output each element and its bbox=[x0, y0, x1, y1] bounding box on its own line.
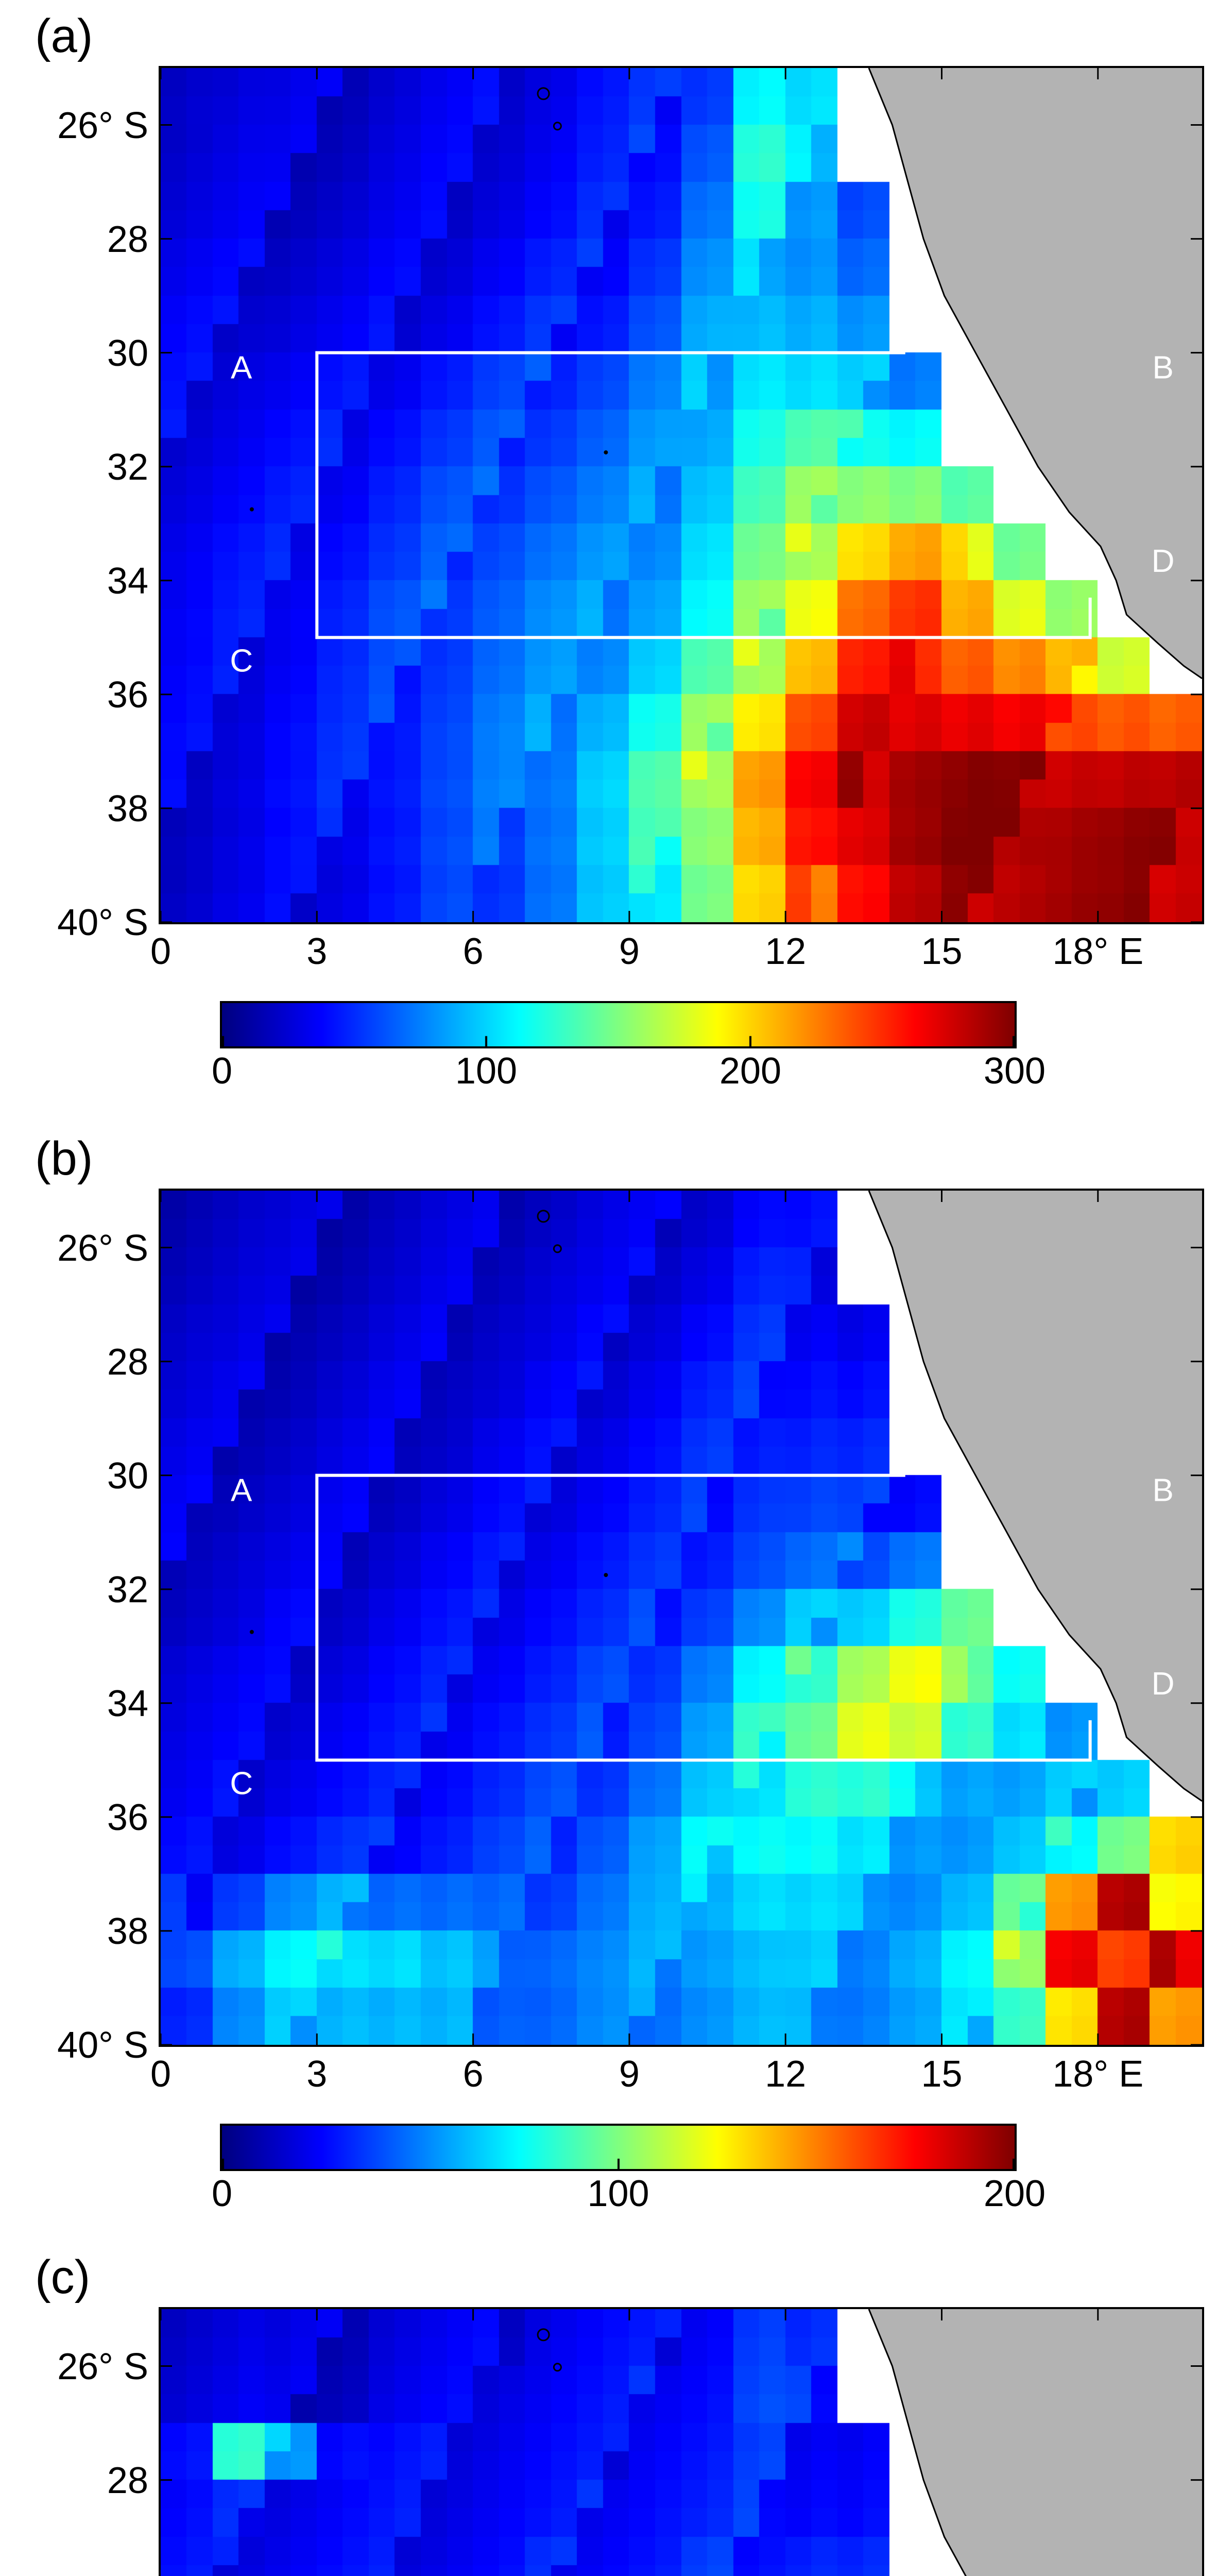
y-tick-label: 38 bbox=[107, 788, 148, 829]
panel-letter: (c) bbox=[35, 2251, 91, 2303]
islet-dot bbox=[604, 1573, 608, 1578]
x-tick-label: 12 bbox=[765, 931, 807, 972]
x-tick-label: 0 bbox=[150, 2054, 172, 2095]
island-contour bbox=[537, 2328, 550, 2342]
region-label-b: B bbox=[1152, 350, 1173, 385]
colorbar-tick-label: 300 bbox=[983, 1050, 1046, 1092]
y-tick-label: 28 bbox=[107, 1341, 148, 1383]
y-tick-label: 30 bbox=[22, 2573, 148, 2576]
map: A B C D bbox=[159, 1189, 1204, 2047]
island-contour bbox=[537, 1210, 550, 1223]
colorbar-tick-label: 0 bbox=[211, 1050, 233, 1092]
x-tick-label: 18° E bbox=[1052, 2054, 1144, 2095]
x-tick-label: 12 bbox=[765, 2054, 807, 2095]
region-label-d: D bbox=[1152, 1666, 1175, 1702]
region-label-c: C bbox=[230, 643, 253, 679]
y-tick-label: 36 bbox=[107, 674, 148, 716]
y-tick-label: 34 bbox=[107, 1683, 148, 1724]
y-tick-label: 26° S bbox=[57, 2346, 148, 2387]
region-label-b: B bbox=[1152, 1472, 1173, 1508]
map: A B C D bbox=[159, 66, 1204, 924]
x-tick-label: 15 bbox=[921, 2054, 963, 2095]
islet-dot bbox=[249, 507, 254, 512]
colorbar-tick-label: 0 bbox=[211, 2173, 233, 2214]
y-tick-label: 28 bbox=[107, 2460, 148, 2501]
island-contour bbox=[537, 87, 550, 100]
region-label-c: C bbox=[230, 1766, 253, 1802]
islet-dot bbox=[604, 450, 608, 455]
y-tick-label: 40° S bbox=[57, 2025, 148, 2066]
y-tick-label: 40° S bbox=[57, 902, 148, 943]
panel-letter: (b) bbox=[35, 1132, 93, 1185]
y-tick-label: 26° S bbox=[57, 1227, 148, 1269]
island-contour bbox=[553, 1244, 562, 1253]
y-tick-label: 30 bbox=[107, 1455, 148, 1497]
map-overlay: A B C D bbox=[161, 68, 1202, 922]
colorbar-tick-label: 100 bbox=[587, 2173, 649, 2214]
colorbar bbox=[220, 1001, 1017, 1048]
study-box bbox=[315, 351, 1092, 639]
region-label-d: D bbox=[1152, 544, 1175, 579]
land-mass bbox=[869, 68, 1202, 679]
x-tick-label: 15 bbox=[921, 931, 963, 972]
x-tick-label: 3 bbox=[306, 931, 328, 972]
colorbar-canvas bbox=[222, 2126, 1015, 2169]
x-tick-label: 0 bbox=[150, 931, 172, 972]
x-tick-label: 9 bbox=[619, 931, 640, 972]
x-tick-label: 6 bbox=[462, 931, 484, 972]
y-tick-label: 28 bbox=[107, 218, 148, 260]
x-tick-label: 9 bbox=[619, 2054, 640, 2095]
colorbar-tick-label: 100 bbox=[455, 1050, 518, 1092]
y-tick-label: 26° S bbox=[57, 105, 148, 146]
y-tick-label: 32 bbox=[107, 1569, 148, 1611]
coastline bbox=[868, 2309, 967, 2576]
coastline bbox=[868, 1191, 1202, 1802]
x-tick-label: 18° E bbox=[1052, 931, 1144, 972]
region-label-a: A bbox=[231, 350, 252, 385]
x-tick-label: 3 bbox=[306, 2054, 328, 2095]
y-tick-label: 36 bbox=[107, 1797, 148, 1838]
colorbar bbox=[220, 2124, 1017, 2171]
y-tick-label: 32 bbox=[107, 446, 148, 488]
panel-letter: (a) bbox=[35, 10, 93, 62]
coastline bbox=[868, 68, 1202, 680]
land-mass bbox=[869, 1191, 1202, 1801]
x-tick-label: 6 bbox=[462, 2054, 484, 2095]
island-contour bbox=[553, 122, 562, 131]
map-overlay: A B C D bbox=[161, 1191, 1202, 2045]
study-box bbox=[315, 1473, 1092, 1762]
colorbar-canvas bbox=[222, 1003, 1015, 1046]
islet-dot bbox=[249, 1630, 254, 1634]
region-label-a: A bbox=[231, 1472, 252, 1508]
colorbar-tick-label: 200 bbox=[719, 1050, 782, 1092]
y-tick-label: 30 bbox=[107, 332, 148, 374]
island-contour bbox=[553, 2363, 562, 2372]
y-tick-label: 38 bbox=[107, 1910, 148, 1952]
colorbar-tick-label: 200 bbox=[983, 2173, 1046, 2214]
land-mass bbox=[869, 2309, 1202, 2576]
y-tick-label: 34 bbox=[107, 560, 148, 602]
